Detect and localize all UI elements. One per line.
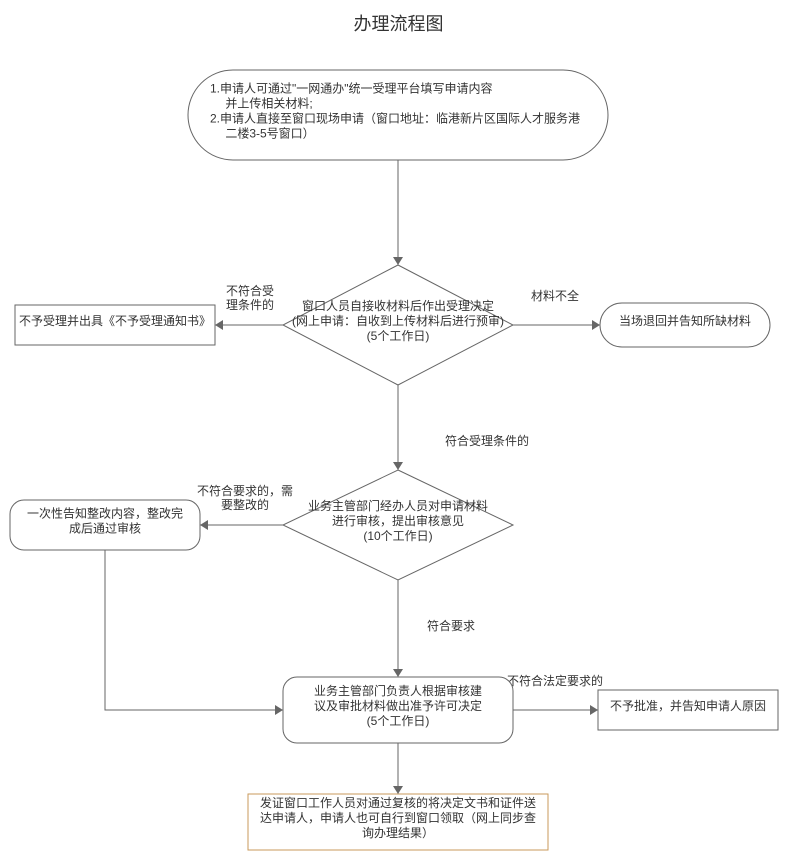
node-decision: 业务主管部门负责人根据审核建议及审批材料做出准予许可决定(5个工作日)	[283, 677, 513, 743]
edge-label: 不符合要求的，需要整改的	[197, 483, 293, 512]
edge-label: 不符合受理条件的	[226, 283, 274, 312]
node-deny: 不予批准，并告知申请人原因	[598, 690, 778, 730]
edge-label: 符合受理条件的	[445, 433, 529, 448]
node-return-right: 当场退回并告知所缺材料	[600, 303, 770, 347]
diagram-title: 办理流程图	[354, 14, 444, 34]
node-final: 发证窗口工作人员对通过复核的将决定文书和证件送达申请人，申请人也可自行到窗口领取…	[248, 794, 548, 850]
node-text: 不予批准，并告知申请人原因	[610, 698, 766, 713]
edge-label: 符合要求	[427, 618, 475, 633]
node-text: 当场退回并告知所缺材料	[619, 313, 751, 328]
node-rectify: 一次性告知整改内容，整改完成后通过审核	[10, 500, 200, 550]
node-text: 不予受理并出具《不予受理通知书》	[19, 314, 211, 328]
node-d2: 业务主管部门经办人员对申请材料进行审核，提出审核意见(10个工作日)	[283, 470, 513, 580]
nodes-layer: 1.申请人可通过"一网通办"统一受理平台填写申请内容 并上传相关材料;2.申请人…	[10, 70, 778, 850]
node-start: 1.申请人可通过"一网通办"统一受理平台填写申请内容 并上传相关材料;2.申请人…	[188, 70, 608, 160]
edge-label: 不符合法定要求的	[507, 673, 603, 688]
node-d1: 窗口人员自接收材料后作出受理决定(网上申请：自收到上传材料后进行预审)(5个工作…	[283, 265, 513, 385]
edge-label: 材料不全	[531, 288, 579, 303]
edge	[105, 550, 283, 710]
node-reject-left: 不予受理并出具《不予受理通知书》	[15, 305, 215, 345]
flowchart-diagram: 办理流程图不符合受理条件的 材料不全符合受理条件的不符合要求的，需要整改的符合要求…	[0, 0, 797, 867]
